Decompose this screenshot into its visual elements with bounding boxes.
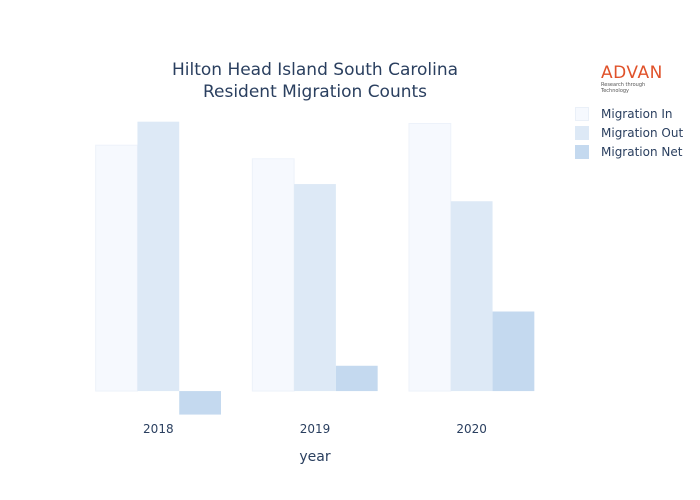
- legend-label-migration-in: Migration In: [601, 107, 673, 121]
- x-tick-label-2019: 2019: [300, 422, 331, 436]
- legend-item-migration-net[interactable]: Migration Net: [575, 142, 683, 161]
- bar-migration-net-2018[interactable]: [179, 391, 221, 415]
- chart-title-line-2: Resident Migration Counts: [65, 81, 565, 103]
- bar-migration-in-2018[interactable]: [96, 145, 138, 391]
- bar-migration-net-2020[interactable]: [493, 312, 535, 392]
- advan-logo: ADVAN Research through Technology: [601, 64, 673, 94]
- x-tick-label-2020: 2020: [456, 422, 487, 436]
- legend-label-migration-out: Migration Out: [601, 126, 683, 140]
- legend: Migration In Migration Out Migration Net: [575, 104, 683, 161]
- x-tick-label-2018: 2018: [143, 422, 174, 436]
- bar-migration-out-2018[interactable]: [137, 122, 179, 391]
- legend-swatch-migration-in: [575, 107, 589, 121]
- x-axis-title: year: [299, 449, 330, 465]
- legend-item-migration-in[interactable]: Migration In: [575, 104, 683, 123]
- bar-migration-in-2019[interactable]: [252, 159, 294, 391]
- bar-migration-in-2020[interactable]: [409, 124, 451, 392]
- bar-migration-out-2019[interactable]: [294, 184, 336, 391]
- legend-item-migration-out[interactable]: Migration Out: [575, 123, 683, 142]
- logo-tagline: Research through Technology: [601, 82, 673, 94]
- legend-swatch-migration-net: [575, 145, 589, 159]
- bar-migration-out-2020[interactable]: [451, 201, 493, 391]
- legend-swatch-migration-out: [575, 126, 589, 140]
- legend-label-migration-net: Migration Net: [601, 145, 682, 159]
- chart-title-line-1: Hilton Head Island South Carolina: [65, 59, 565, 81]
- bar-migration-net-2019[interactable]: [336, 366, 378, 391]
- logo-word: ADVAN: [601, 64, 673, 82]
